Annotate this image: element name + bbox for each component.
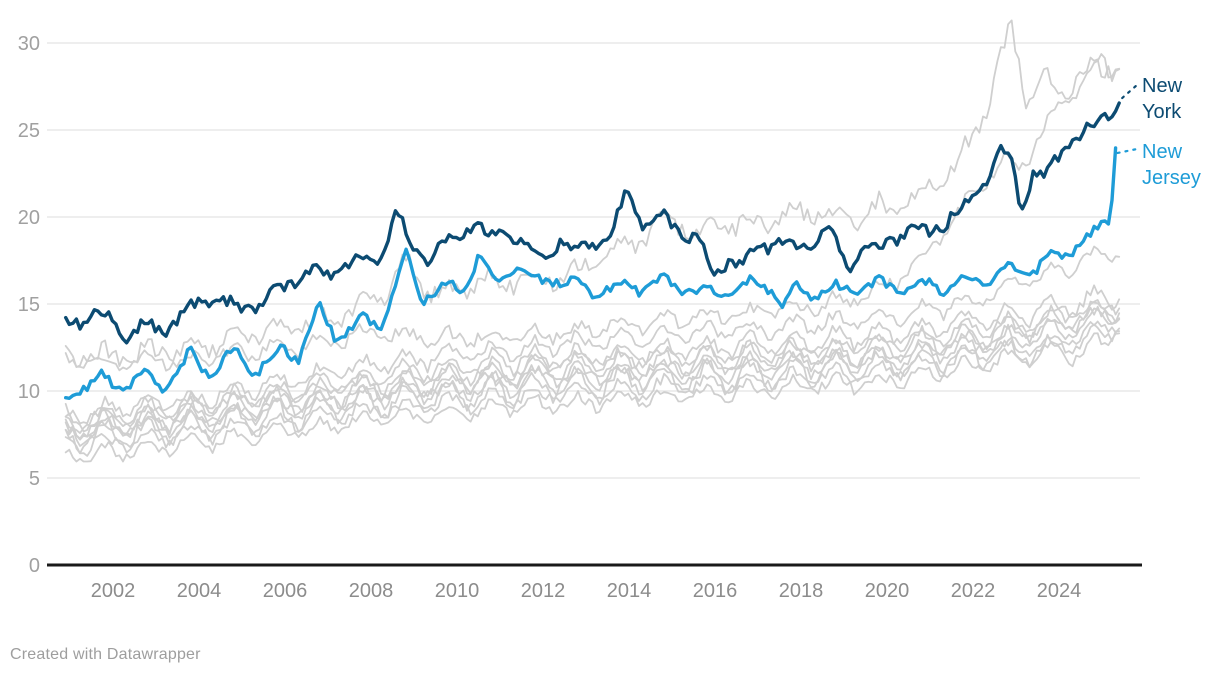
background-series-line bbox=[64, 320, 1121, 457]
x-tick-label: 2004 bbox=[177, 580, 222, 602]
background-series-line bbox=[64, 245, 1121, 425]
series-line-new-york[interactable] bbox=[64, 101, 1121, 345]
line-chart: 0 5 10 15 20 25 30 2002 2004 2006 2008 2010 2012 2014… bbox=[0, 0, 1220, 620]
x-tick-label: 2012 bbox=[521, 580, 566, 602]
x-tick-label: 2010 bbox=[435, 580, 480, 602]
x-tick-label: 2024 bbox=[1037, 580, 1082, 602]
x-tick-label: 2020 bbox=[865, 580, 910, 602]
x-tick-label: 2002 bbox=[91, 580, 136, 602]
label-connector bbox=[1121, 83, 1139, 100]
x-tick-label: 2018 bbox=[779, 580, 824, 602]
end-label-new-york: New York bbox=[1142, 75, 1183, 123]
background-series-line bbox=[64, 299, 1121, 434]
background-series-line bbox=[64, 19, 1121, 368]
y-tick-label: 30 bbox=[18, 33, 40, 55]
y-tick-label: 15 bbox=[18, 294, 40, 316]
x-tick-label: 2022 bbox=[951, 580, 996, 602]
series-line-new-jersey[interactable] bbox=[64, 146, 1118, 400]
datawrapper-credit: Created with Datawrapper bbox=[10, 646, 201, 663]
end-label-new-jersey: New Jersey bbox=[1142, 141, 1201, 189]
x-tick-label: 2008 bbox=[349, 580, 394, 602]
y-tick-label: 25 bbox=[18, 120, 40, 142]
x-tick-label: 2014 bbox=[607, 580, 652, 602]
label-connector bbox=[1116, 147, 1139, 155]
y-tick-label: 10 bbox=[18, 381, 40, 403]
chart-canvas[interactable]: 0 5 10 15 20 25 30 2002 2004 2006 2008 2010 2012 2014… bbox=[0, 0, 1220, 620]
x-tick-label: 2016 bbox=[693, 580, 738, 602]
background-series-line bbox=[64, 307, 1121, 447]
y-tick-label: 20 bbox=[18, 207, 40, 229]
y-tick-label: 0 bbox=[29, 555, 40, 577]
x-tick-label: 2006 bbox=[263, 580, 308, 602]
background-series-line bbox=[64, 53, 1121, 372]
background-series-line bbox=[64, 323, 1121, 463]
y-tick-label: 5 bbox=[29, 468, 40, 490]
